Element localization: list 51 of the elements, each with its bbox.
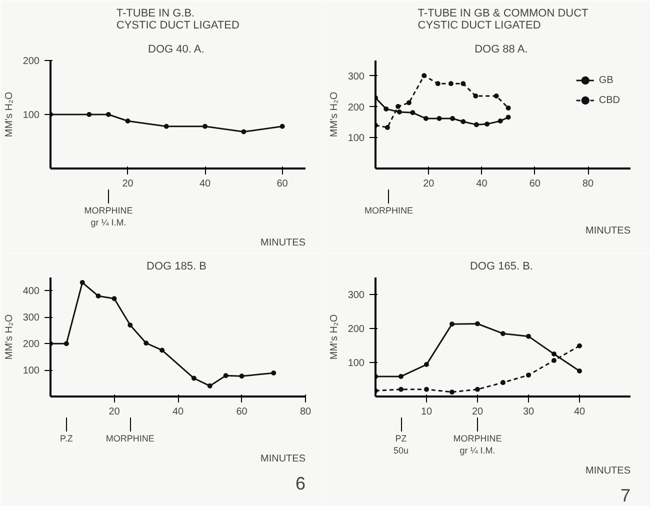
x-tick-label: 40 <box>199 178 212 190</box>
x-tick-label: 20 <box>108 406 120 418</box>
annotation: P.Z <box>60 434 74 444</box>
x-tick-label: 20 <box>472 406 484 418</box>
y-tick-label: 100 <box>22 366 40 377</box>
y-axis-title: MM's H₂O <box>4 92 15 138</box>
x-tick-label: 10 <box>420 406 432 418</box>
y-tick-label: 200 <box>22 56 40 67</box>
x-tick-label: 40 <box>574 406 586 418</box>
x-tick-label: 80 <box>300 406 312 418</box>
chart-subtitle: DOG 165. B. <box>470 260 533 272</box>
y-tick-label: 200 <box>22 339 40 350</box>
x-tick-label: 60 <box>276 178 288 190</box>
annotation: MORPHINE <box>106 434 154 444</box>
chart-subtitle: DOG 185. B <box>146 260 206 272</box>
chart-subtitle: DOG 88 A. <box>474 44 528 56</box>
x-axis-title: MINUTES <box>260 238 306 248</box>
y-tick-label: 200 <box>348 102 365 114</box>
x-tick-label: 80 <box>582 178 594 190</box>
annotation: MORPHINE gr ¼ I.M. <box>84 206 133 228</box>
chart-subtitle: DOG 40. A. <box>148 44 204 56</box>
y-tick-label: 400 <box>22 286 40 298</box>
y-tick-label: 100 <box>348 133 365 144</box>
x-axis-title: MINUTES <box>586 226 631 236</box>
x-tick-label: 20 <box>122 178 134 190</box>
y-tick-label: 300 <box>348 290 365 301</box>
legend-label: GB <box>598 74 614 86</box>
x-axis-title: MINUTES <box>260 454 306 464</box>
legend-label: CBD <box>598 94 620 106</box>
y-tick-label: 200 <box>348 324 365 335</box>
x-tick-label: 60 <box>236 406 248 418</box>
annotation: MORPHINE gr ¼ I.M. <box>453 434 502 456</box>
chart-title: T-TUBE IN GB & COMMON DUCT CYSTIC DUCT LIGATED <box>418 8 589 32</box>
y-axis-title: MM's H₂O <box>328 92 340 138</box>
y-axis-title: MM's H₂O <box>328 314 340 360</box>
x-tick-label: 30 <box>522 406 534 418</box>
text: 6 <box>295 474 306 494</box>
x-tick-label: 60 <box>529 178 541 190</box>
y-tick-label: 100 <box>348 358 365 369</box>
x-tick-label: 40 <box>172 406 184 418</box>
annotation: PZ 50u <box>393 434 409 456</box>
x-axis-title: MINUTES <box>586 466 631 476</box>
text: 7 <box>620 486 631 506</box>
y-tick-label: 300 <box>22 312 40 324</box>
y-axis-title: MM's H₂O <box>4 314 15 360</box>
x-tick-label: 40 <box>476 178 488 190</box>
x-tick-label: 20 <box>423 178 435 190</box>
chart-title: T-TUBE IN G.B. CYSTIC DUCT LIGATED <box>116 8 240 32</box>
y-tick-label: 300 <box>348 71 365 82</box>
y-tick-label: 100 <box>22 110 40 121</box>
annotation: MORPHINE <box>364 206 414 216</box>
